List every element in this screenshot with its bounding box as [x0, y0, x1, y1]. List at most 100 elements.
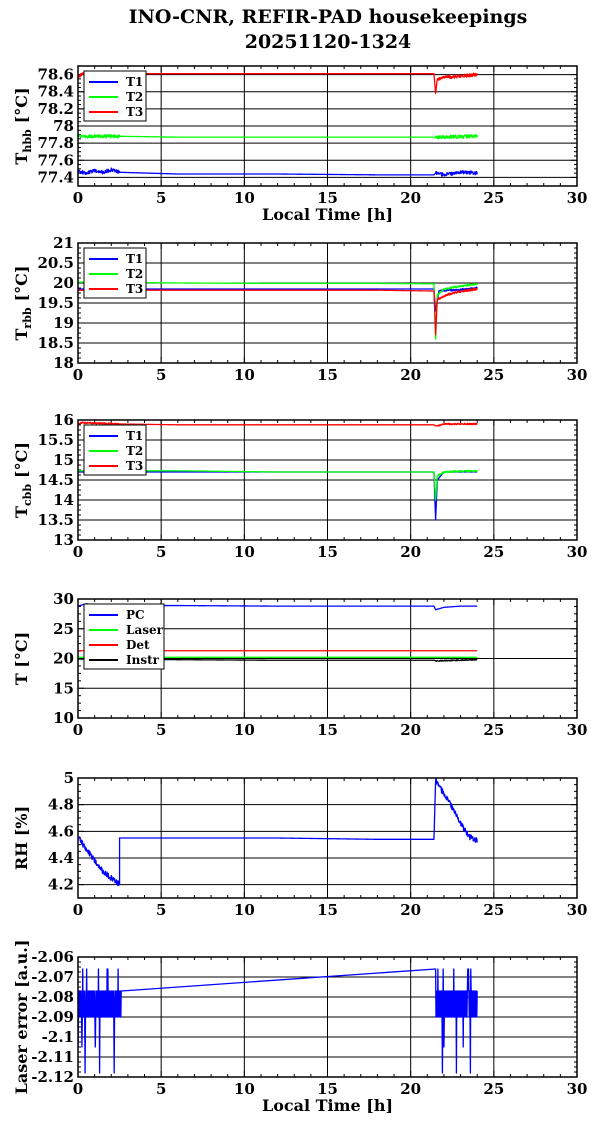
ytick-label: 21	[53, 234, 74, 252]
y-axis-label-main: Laser error [a.u.]	[12, 940, 31, 1095]
plot-frame	[77, 598, 578, 719]
y-axis-label-main: RH [%]	[12, 806, 31, 870]
y-axis-label-main: T	[12, 506, 31, 518]
y-axis-label-subscript: cbb	[21, 484, 34, 506]
ytick-label: 15	[53, 679, 74, 697]
ytick-label: 14.5	[37, 471, 74, 489]
xtick-label: 15	[317, 366, 338, 384]
figure-title-line1: INO-CNR, REFIR-PAD housekeepings	[129, 6, 528, 28]
xtick-label: 10	[234, 721, 255, 739]
y-axis-label: Trbb [°C]	[12, 266, 34, 341]
xtick-label: 5	[156, 721, 166, 739]
ytick-label: 4.8	[48, 796, 74, 814]
xtick-label: 10	[234, 1080, 255, 1098]
y-axis-label-unit: [°C]	[12, 266, 31, 302]
xtick-label: 10	[234, 366, 255, 384]
ytick-label: -2.09	[31, 1008, 74, 1026]
legend-label: T2	[126, 267, 143, 281]
plot-frame	[77, 419, 578, 541]
plot-frame	[77, 65, 578, 187]
legend-label: Instr	[126, 653, 160, 667]
xtick-label: 15	[317, 1080, 338, 1098]
ytick-label: 15	[53, 451, 74, 469]
legend-label: T1	[126, 429, 143, 443]
ytick-label: 20.5	[37, 254, 74, 272]
ytick-label: -2.1	[42, 1028, 74, 1046]
series-group	[78, 968, 478, 1074]
xtick-label: 0	[73, 1080, 83, 1098]
xtick-label: 5	[156, 543, 166, 561]
plot-frame	[77, 956, 578, 1078]
ytick-label: 4.6	[48, 822, 74, 840]
xtick-label: 20	[400, 543, 421, 561]
xtick-label: 10	[234, 901, 255, 919]
series-line-laser	[78, 968, 478, 1074]
xtick-label: 25	[483, 1080, 504, 1098]
panel-rh: 4.2 4.4 4.6 4.8 5 0 5 10 15 20 25 30 RH [%]	[12, 769, 587, 919]
xtick-label: 20	[400, 721, 421, 739]
ytick-label: 14	[53, 491, 74, 509]
legend-label: T3	[126, 459, 143, 473]
legend-label: PC	[126, 608, 145, 622]
ytick-label: 13	[53, 531, 74, 549]
series-line-t3	[78, 421, 478, 427]
ytick-label: 18	[53, 354, 74, 372]
xtick-label: 15	[317, 721, 338, 739]
xtick-label: 0	[73, 366, 83, 384]
ytick-label: 5	[64, 769, 74, 787]
ytick-label: 77.6	[37, 151, 74, 169]
xtick-label: 20	[400, 901, 421, 919]
legend-label: T3	[126, 282, 143, 296]
y-axis-label: Laser error [a.u.]	[12, 940, 31, 1095]
xtick-label: 30	[567, 366, 588, 384]
x-axis-label: Local Time [h]	[262, 205, 393, 224]
ytick-label: 13.5	[37, 511, 74, 529]
xtick-label: 25	[483, 189, 504, 207]
xtick-label: 0	[73, 721, 83, 739]
y-axis-label-main: T	[12, 153, 31, 165]
plot-frame	[77, 777, 578, 899]
y-axis-label-main: T [°C]	[12, 632, 31, 685]
xtick-label: 10	[234, 543, 255, 561]
ytick-label: -2.08	[31, 988, 74, 1006]
xtick-label: 30	[567, 543, 588, 561]
xtick-label: 15	[317, 189, 338, 207]
ytick-label: 78.4	[37, 83, 74, 101]
ytick-label: 18.5	[37, 334, 74, 352]
ytick-label: -2.07	[31, 968, 74, 986]
legend-label: T1	[126, 252, 143, 266]
ytick-label: 19	[53, 314, 74, 332]
ytick-label: 78.6	[37, 66, 74, 84]
xtick-label: 20	[400, 366, 421, 384]
xtick-label: 5	[156, 901, 166, 919]
ytick-label: 4.2	[48, 876, 74, 894]
legend-label: Laser	[126, 623, 164, 637]
xtick-label: 25	[483, 366, 504, 384]
xtick-label: 30	[567, 721, 588, 739]
xtick-label: 25	[483, 543, 504, 561]
y-axis-label-subscript: rbb	[21, 307, 34, 328]
y-axis-label-subscript: hbb	[21, 129, 34, 153]
xtick-label: 15	[317, 901, 338, 919]
xtick-label: 25	[483, 721, 504, 739]
legend-label: T3	[126, 105, 143, 119]
xtick-label: 30	[567, 901, 588, 919]
figure-title-line2: 20251120-1324	[245, 31, 412, 53]
legend-label: Det	[126, 638, 150, 652]
ytick-label: 77.4	[37, 168, 74, 186]
panel-laser: -2.12 -2.11 -2.1 -2.09 -2.08 -2.07 -2.06 0 5 10 15…	[12, 940, 587, 1115]
xtick-label: 20	[400, 189, 421, 207]
ytick-label: 78.2	[37, 100, 74, 118]
series-line-t2	[78, 133, 478, 140]
ytick-label: -2.06	[31, 948, 74, 966]
xtick-label: 0	[73, 901, 83, 919]
xtick-label: 5	[156, 1080, 166, 1098]
ytick-label: 4.4	[48, 849, 74, 867]
